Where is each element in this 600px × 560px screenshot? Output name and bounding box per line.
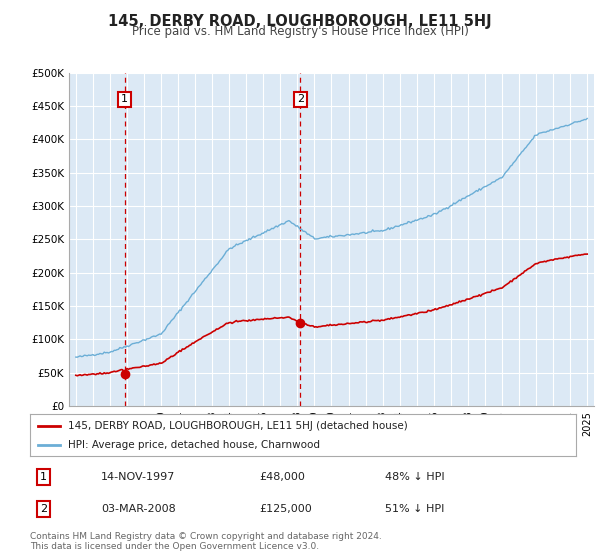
Text: 1: 1: [40, 472, 47, 482]
Text: 51% ↓ HPI: 51% ↓ HPI: [385, 504, 444, 514]
Text: 1: 1: [121, 95, 128, 105]
Text: £48,000: £48,000: [259, 472, 305, 482]
Text: £125,000: £125,000: [259, 504, 312, 514]
Text: Price paid vs. HM Land Registry's House Price Index (HPI): Price paid vs. HM Land Registry's House …: [131, 25, 469, 38]
Text: 48% ↓ HPI: 48% ↓ HPI: [385, 472, 445, 482]
Text: HPI: Average price, detached house, Charnwood: HPI: Average price, detached house, Char…: [68, 440, 320, 450]
Text: 14-NOV-1997: 14-NOV-1997: [101, 472, 175, 482]
Text: 145, DERBY ROAD, LOUGHBOROUGH, LE11 5HJ: 145, DERBY ROAD, LOUGHBOROUGH, LE11 5HJ: [108, 14, 492, 29]
Text: 2: 2: [297, 95, 304, 105]
Text: 145, DERBY ROAD, LOUGHBOROUGH, LE11 5HJ (detached house): 145, DERBY ROAD, LOUGHBOROUGH, LE11 5HJ …: [68, 421, 408, 431]
Text: Contains HM Land Registry data © Crown copyright and database right 2024.
This d: Contains HM Land Registry data © Crown c…: [30, 532, 382, 552]
Text: 2: 2: [40, 504, 47, 514]
Text: 03-MAR-2008: 03-MAR-2008: [101, 504, 176, 514]
